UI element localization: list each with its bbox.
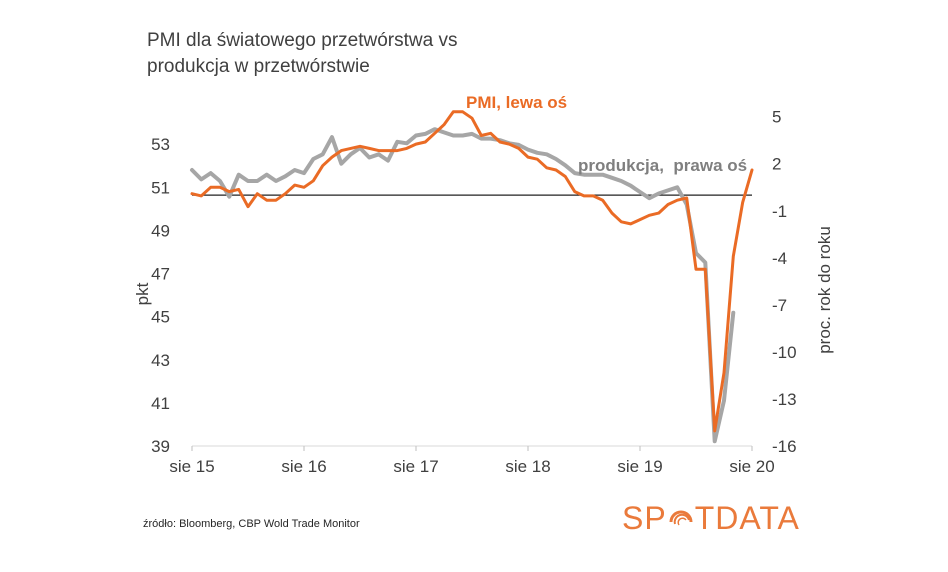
x-tick-label: sie 20: [729, 457, 774, 476]
right-tick-label: -13: [772, 390, 797, 409]
y2-axis-label: proc. rok do roku: [815, 226, 834, 354]
right-tick-label: 2: [772, 155, 781, 174]
x-tick-label: sie 17: [393, 457, 438, 476]
right-tick-label: -16: [772, 437, 797, 456]
x-tick-label: sie 18: [505, 457, 550, 476]
pmi-series-annotation: PMI, lewa oś: [466, 93, 567, 112]
chart-title: PMI dla światowego przetwórstwa vs produ…: [147, 30, 458, 77]
x-axis: sie 15 sie 16 sie 17 sie 18 sie 19 sie 20: [169, 445, 775, 476]
left-tick-label: 51: [151, 178, 170, 197]
left-axis: 39 41 43 45 47 49 51 53: [151, 135, 170, 456]
right-tick-label: -7: [772, 296, 787, 315]
logo-text-right: TDATA: [694, 500, 800, 536]
right-tick-label: -1: [772, 202, 787, 221]
right-tick-label: -4: [772, 249, 787, 268]
y-axis-label: pkt: [133, 282, 152, 305]
plot-area: [190, 110, 754, 444]
left-tick-label: 45: [151, 308, 170, 327]
logo-swirl-icon: [667, 504, 695, 532]
left-tick-label: 39: [151, 437, 170, 456]
left-tick-label: 47: [151, 265, 170, 284]
spotdata-logo: SP TDATA: [622, 500, 800, 537]
right-axis: -16 -13 -10 -7 -4 -1 2 5: [772, 108, 797, 456]
source-note: źródło: Bloomberg, CBP Wold Trade Monito…: [143, 518, 360, 530]
production-series-line: [190, 127, 736, 444]
x-tick-label: sie 15: [169, 457, 214, 476]
left-tick-label: 41: [151, 394, 170, 413]
x-tick-label: sie 19: [617, 457, 662, 476]
x-tick-label: sie 16: [281, 457, 326, 476]
left-tick-label: 43: [151, 351, 170, 370]
left-tick-label: 49: [151, 221, 170, 240]
right-tick-label: 5: [772, 108, 781, 127]
left-tick-label: 53: [151, 135, 170, 154]
logo-text-left: SP: [622, 500, 667, 536]
production-series-annotation: produkcja, prawa oś: [578, 156, 747, 175]
right-tick-label: -10: [772, 343, 797, 362]
